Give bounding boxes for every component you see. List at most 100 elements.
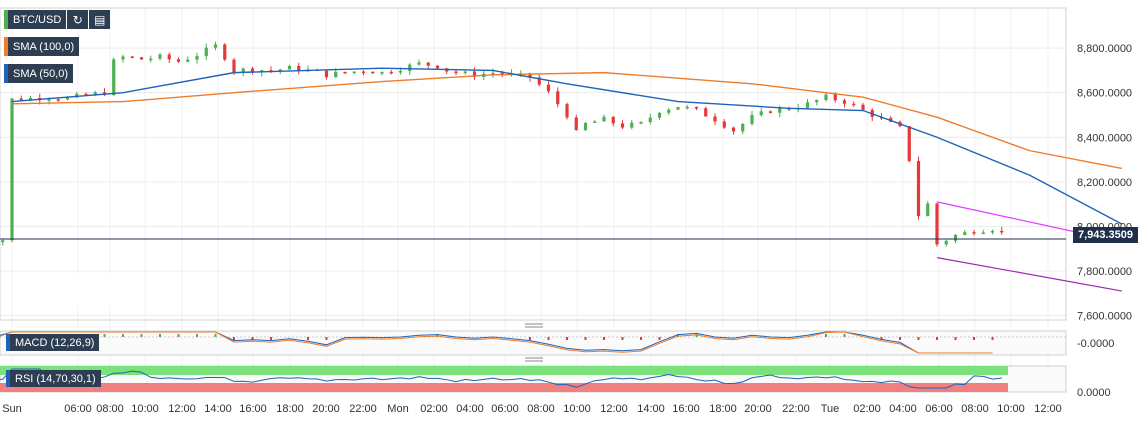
macd-histogram-bar	[436, 334, 439, 337]
x-tick-label: 08:00	[96, 403, 124, 415]
x-tick-label: 22:00	[349, 403, 377, 415]
candle-body	[972, 232, 976, 234]
macd-histogram-bar	[973, 337, 975, 340]
macd-histogram-bar	[196, 334, 198, 337]
candle-body	[176, 59, 181, 62]
sma100-legend[interactable]: SMA (100,0)	[4, 37, 80, 56]
macd-histogram-bar	[270, 337, 272, 340]
candle-body	[500, 72, 504, 75]
candle-body	[408, 64, 412, 71]
y-tick-label: 7,600.0000	[1077, 311, 1132, 323]
x-tick-label: 10:00	[131, 403, 159, 415]
candle-body	[93, 92, 97, 95]
x-tick-label: 02:00	[420, 403, 448, 415]
candle-body	[195, 56, 199, 60]
x-axis-ticks: Sun 06:00 08:00 10:00 12:00 14:00 16:00 18:00 20…	[2, 403, 1062, 415]
y-tick-label: 8,800.0000	[1077, 43, 1132, 55]
x-tick-label: Tue	[821, 403, 840, 415]
candle-body	[398, 70, 403, 73]
candle-body	[935, 203, 939, 245]
macd-histogram-bar	[936, 337, 938, 340]
macd-histogram-bar	[214, 334, 217, 337]
candle-body	[620, 123, 625, 128]
macd-histogram-bar	[880, 337, 883, 340]
macd-histogram-bar	[233, 337, 235, 340]
macd-value: -0.0000	[1077, 338, 1114, 350]
x-tick-label: 14:00	[637, 403, 665, 415]
current-price-tag: 7,943.3509	[1073, 227, 1138, 243]
macd-histogram-bar	[584, 337, 587, 340]
drag-handle-icon[interactable]	[525, 323, 543, 328]
candle-body	[380, 71, 384, 74]
candle-body	[852, 103, 856, 106]
macd-histogram-bar	[103, 334, 106, 337]
candle-body	[648, 117, 652, 123]
candle-body	[287, 65, 292, 70]
rsi-oversold-band	[0, 383, 1008, 392]
candle-body	[583, 122, 588, 131]
drag-handle-icon[interactable]	[525, 357, 543, 362]
macd-histogram-bar	[640, 337, 642, 340]
candle-body	[685, 106, 689, 109]
candle-body	[130, 56, 134, 58]
candle-body	[657, 112, 662, 118]
x-tick-label: 14:00	[204, 403, 232, 415]
candle-body	[731, 127, 736, 132]
x-tick-label: Sun	[2, 403, 22, 415]
candle-body	[213, 44, 218, 48]
candle-body	[815, 100, 819, 103]
macd-histogram-bar	[307, 337, 309, 340]
y-tick-label: 8,600.0000	[1077, 88, 1132, 100]
candle-body	[537, 77, 541, 85]
candle-body	[611, 116, 615, 124]
candle-body	[334, 71, 338, 78]
candle-body	[19, 98, 23, 101]
rsi-line	[0, 368, 1002, 389]
x-tick-label: 18:00	[709, 403, 737, 415]
sma100-line	[11, 71, 1123, 170]
calendar-icon[interactable]: ▤	[89, 10, 111, 29]
candle-body	[435, 65, 440, 69]
candle-body	[778, 108, 782, 113]
candle-body	[463, 71, 467, 73]
x-tick-label: 20:00	[744, 403, 772, 415]
rsi-legend[interactable]: RSI (14,70,30,1)	[6, 370, 101, 387]
macd-label: MACD (12,26,9)	[10, 334, 100, 351]
macd-histogram-bar	[991, 337, 994, 340]
candle-body	[417, 62, 421, 65]
macd-histogram-bar	[122, 334, 124, 337]
symbol-label[interactable]: BTC/USD ↻ ▤	[4, 10, 111, 29]
y-tick-label: 8,200.0000	[1077, 177, 1132, 189]
sma50-legend[interactable]: SMA (50,0)	[4, 64, 74, 83]
candle-body	[1, 240, 5, 243]
macd-histogram-bar	[621, 337, 624, 340]
macd-plot	[0, 331, 1066, 354]
candle-body	[84, 93, 88, 96]
main-pane-border	[0, 7, 1067, 321]
candle-body	[722, 121, 726, 128]
candle-body	[750, 115, 754, 124]
candle-body	[75, 93, 79, 98]
x-tick-label: 10:00	[997, 403, 1025, 415]
x-tick-label: Mon	[387, 403, 408, 415]
candle-body	[56, 99, 60, 101]
candle-body	[824, 94, 828, 101]
candle-body	[953, 234, 958, 241]
candle-body	[805, 102, 810, 108]
x-tick-label: 08:00	[527, 403, 555, 415]
x-tick-label: 12:00	[1034, 403, 1062, 415]
x-tick-label: 20:00	[312, 403, 340, 415]
macd-signal-line	[0, 331, 993, 354]
rsi-overbought-band	[0, 366, 1008, 375]
macd-histogram-bar	[140, 334, 143, 337]
candle-body	[139, 57, 144, 60]
refresh-icon[interactable]: ↻	[67, 10, 89, 29]
x-tick-label: 06:00	[491, 403, 519, 415]
candle-body	[47, 99, 51, 101]
sma50-label: SMA (50,0)	[8, 64, 74, 83]
macd-legend[interactable]: MACD (12,26,9)	[6, 334, 100, 351]
candle-body	[121, 56, 125, 60]
x-tick-label: 22:00	[782, 403, 810, 415]
macd-histogram-bar	[954, 337, 957, 340]
